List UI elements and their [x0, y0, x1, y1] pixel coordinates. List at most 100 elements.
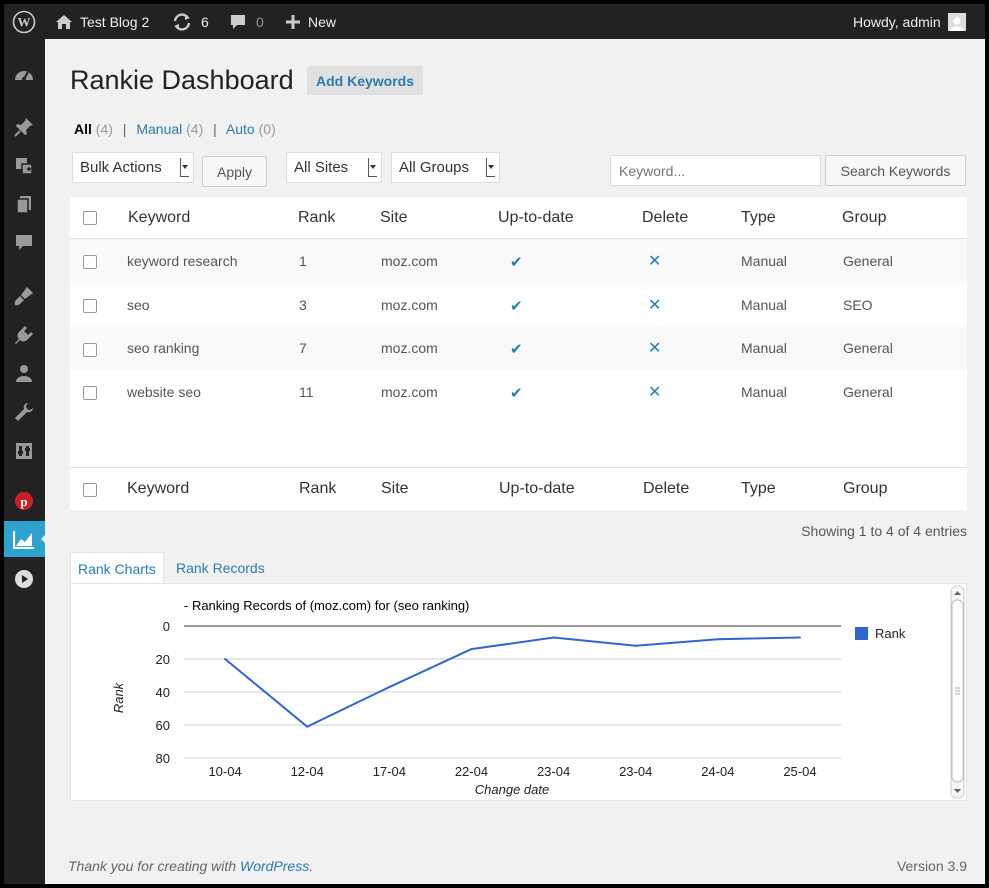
- data-point[interactable]: [470, 648, 473, 651]
- pinterest-icon[interactable]: p: [12, 489, 36, 513]
- comments-count: 0: [256, 13, 264, 30]
- x-tick-label: 17-04: [373, 764, 406, 779]
- users-icon[interactable]: [12, 361, 36, 385]
- column-footer-rank[interactable]: Rank: [299, 480, 337, 497]
- tools-wrench-icon[interactable]: [12, 400, 36, 424]
- select-all-checkbox[interactable]: [83, 483, 97, 497]
- apply-button[interactable]: Apply: [202, 156, 267, 187]
- data-point[interactable]: [552, 636, 555, 639]
- plugins-icon[interactable]: [12, 323, 36, 347]
- row-checkbox[interactable]: [83, 343, 97, 357]
- table-footer-row: Keyword Rank Site Up-to-date Delete Type…: [70, 468, 967, 510]
- filter-auto-count: (0): [258, 121, 276, 137]
- settings-icon[interactable]: [12, 439, 36, 463]
- column-footer-keyword[interactable]: Keyword: [127, 480, 190, 497]
- comments-link[interactable]: 0: [230, 4, 264, 39]
- data-point[interactable]: [798, 636, 801, 639]
- y-axis-label: Rank: [111, 681, 126, 713]
- keyword-cell[interactable]: seo: [127, 297, 150, 313]
- posts-pin-icon[interactable]: [12, 115, 36, 139]
- column-header-rank[interactable]: Rank: [298, 209, 336, 226]
- keyword-cell[interactable]: seo ranking: [127, 340, 200, 356]
- appearance-icon[interactable]: [12, 284, 36, 308]
- delete-x-icon[interactable]: ✕: [648, 253, 662, 270]
- data-point[interactable]: [224, 658, 227, 660]
- chart-scrollbar[interactable]: [950, 585, 965, 799]
- admin-sidebar: p: [4, 39, 47, 884]
- keyword-cell[interactable]: keyword research: [127, 253, 238, 269]
- wordpress-logo-icon[interactable]: W: [12, 4, 36, 39]
- comments-icon[interactable]: [12, 231, 36, 255]
- data-point[interactable]: [634, 644, 637, 647]
- rankie-chart-icon[interactable]: [12, 527, 36, 551]
- data-point[interactable]: [306, 725, 309, 728]
- bulk-actions-select[interactable]: Bulk Actions: [72, 152, 194, 183]
- type-cell: Manual: [741, 384, 787, 400]
- filter-separator: |: [213, 121, 217, 137]
- table-header-row: Keyword Rank Site Up-to-date Delete Type…: [70, 197, 967, 239]
- new-content-link[interactable]: New: [286, 4, 336, 39]
- column-header-keyword[interactable]: Keyword: [128, 209, 191, 226]
- legend-label: Rank: [875, 626, 906, 641]
- checkmark-icon: ✔: [510, 298, 523, 315]
- dashboard-icon[interactable]: [12, 62, 36, 86]
- table-row: website seo 11 moz.com ✔ ✕ Manual Genera…: [70, 370, 967, 468]
- column-header-up-to-date[interactable]: Up-to-date: [498, 209, 574, 226]
- select-all-checkbox[interactable]: [83, 211, 97, 225]
- site-cell: moz.com: [381, 384, 438, 400]
- updates-link[interactable]: 6: [172, 4, 209, 39]
- sites-select-value: All Sites: [294, 159, 349, 176]
- data-point[interactable]: [388, 686, 391, 689]
- chevron-down-icon: [180, 158, 189, 177]
- series-line-rank: [224, 636, 800, 728]
- column-header-type[interactable]: Type: [741, 209, 776, 226]
- pages-icon[interactable]: [12, 193, 36, 217]
- wordpress-link[interactable]: WordPress: [239, 858, 310, 874]
- table-row: keyword research 1 moz.com ✔ ✕ Manual Ge…: [70, 239, 967, 283]
- column-footer-site[interactable]: Site: [381, 480, 409, 497]
- filter-all-link[interactable]: All: [74, 121, 92, 137]
- site-cell: moz.com: [381, 297, 438, 313]
- play-icon[interactable]: [12, 567, 36, 591]
- groups-select[interactable]: All Groups: [391, 152, 500, 183]
- chart-title: - Ranking Records of (moz.com) for (seo …: [184, 598, 469, 613]
- column-footer-up-to-date[interactable]: Up-to-date: [499, 480, 575, 497]
- delete-x-icon[interactable]: ✕: [648, 297, 662, 314]
- admin-bar: W Test Blog 2 6 0 New Howdy,: [4, 4, 985, 39]
- filter-auto-link[interactable]: Auto: [225, 121, 255, 137]
- column-footer-type[interactable]: Type: [741, 480, 776, 497]
- row-checkbox[interactable]: [83, 255, 97, 269]
- keyword-search-input[interactable]: [610, 155, 821, 186]
- row-checkbox[interactable]: [83, 386, 97, 400]
- my-account-link[interactable]: Howdy, admin: [853, 4, 966, 39]
- tab-rank-records[interactable]: Rank Records: [176, 560, 265, 576]
- group-cell: General: [843, 253, 893, 269]
- x-tick-label: 24-04: [701, 764, 734, 779]
- column-header-site[interactable]: Site: [380, 209, 408, 226]
- x-tick-label: 25-04: [783, 764, 816, 779]
- sites-select[interactable]: All Sites: [286, 152, 382, 183]
- table-row: seo 3 moz.com ✔ ✕ Manual SEO: [70, 283, 967, 327]
- delete-x-icon[interactable]: ✕: [648, 340, 662, 357]
- home-icon: [55, 14, 73, 30]
- chevron-down-icon: [368, 158, 377, 177]
- keyword-cell[interactable]: website seo: [127, 384, 201, 400]
- data-point[interactable]: [716, 638, 719, 641]
- y-tick-label: 80: [156, 751, 170, 766]
- legend-swatch: [855, 627, 868, 640]
- groups-select-value: All Groups: [399, 159, 470, 176]
- filter-manual-link[interactable]: Manual: [136, 121, 183, 137]
- site-name-link[interactable]: Test Blog 2: [55, 4, 149, 39]
- media-icon[interactable]: [12, 154, 36, 178]
- search-keywords-button[interactable]: Search Keywords: [825, 155, 966, 186]
- column-header-group[interactable]: Group: [842, 209, 887, 226]
- bulk-actions-value: Bulk Actions: [80, 159, 162, 176]
- delete-x-icon[interactable]: ✕: [648, 384, 662, 401]
- row-checkbox[interactable]: [83, 299, 97, 313]
- x-tick-label: 23-04: [537, 764, 570, 779]
- rankie-menu-active[interactable]: [4, 521, 45, 557]
- column-footer-group[interactable]: Group: [843, 480, 888, 497]
- column-footer-delete: Delete: [643, 480, 690, 497]
- tab-rank-charts[interactable]: Rank Charts: [70, 552, 164, 584]
- add-keywords-button[interactable]: Add Keywords: [307, 66, 424, 95]
